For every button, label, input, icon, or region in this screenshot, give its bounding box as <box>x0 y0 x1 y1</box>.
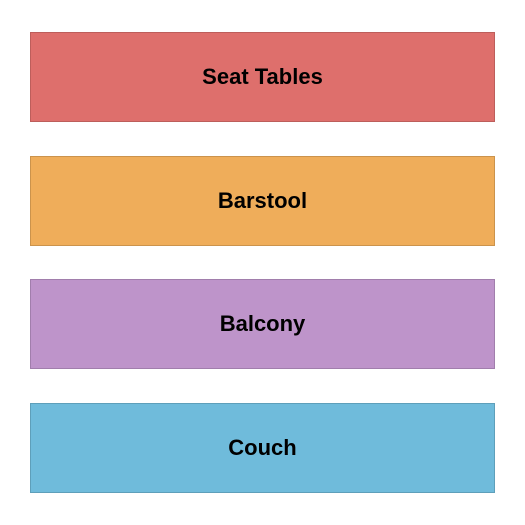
seating-section-label: Barstool <box>218 188 307 214</box>
seating-section-label: Balcony <box>220 311 306 337</box>
seating-section-label: Couch <box>228 435 296 461</box>
seating-section-balcony[interactable]: Balcony <box>30 279 495 369</box>
seating-section-couch[interactable]: Couch <box>30 403 495 493</box>
seating-section-barstool[interactable]: Barstool <box>30 156 495 246</box>
seating-section-seat-tables[interactable]: Seat Tables <box>30 32 495 122</box>
seating-section-label: Seat Tables <box>202 64 323 90</box>
